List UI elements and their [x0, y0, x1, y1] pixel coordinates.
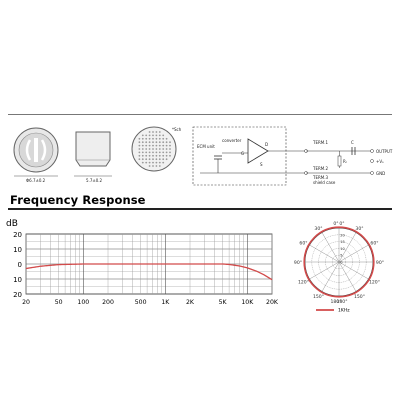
- polar-spoke: [338, 261, 357, 292]
- polar-ring-labels: 0 5 10 15 20: [340, 233, 345, 264]
- polar-angle-label: 180°: [330, 299, 341, 305]
- y-axis-label: dB: [6, 219, 18, 229]
- polar-response-curve: [303, 226, 375, 298]
- front-view-dim: Φ6.7±0.2: [26, 178, 46, 183]
- polar-spoke: [338, 261, 369, 280]
- polar-spoke: [321, 261, 340, 292]
- polar-spoke: [338, 244, 369, 263]
- polar-angle-labels: 0° 0° 30° 30° 60° 60° 90° 90° 120° 120° 150° 150° 18…: [294, 221, 384, 305]
- polar-pattern-chart: 0° 0° 30° 30° 60° 60° 90° 90° 120° 120° 150° 150° 18…: [294, 221, 384, 314]
- polar-grid: [304, 227, 374, 297]
- term3-label: TERM.3: [312, 175, 328, 180]
- x-tick-label: 20K: [266, 299, 279, 306]
- polar-angle-label: 90°: [294, 260, 302, 266]
- y-tick-label: 10: [13, 276, 22, 284]
- x-tick-label: 100: [77, 299, 89, 306]
- ecm-unit-label: ECM unit: [197, 144, 215, 149]
- polar-spoke: [338, 232, 357, 263]
- pin-g: G: [241, 151, 244, 156]
- x-tick-labels: 20 50 100 200 500 1K 2K 5K 10K 20K: [22, 299, 279, 306]
- vs-label: +Vₛ: [376, 159, 384, 164]
- y-tick-label: 20: [13, 291, 22, 299]
- mechanical-drawings: Φ6.7±0.2 5.7±0.2 *Sch ECM unit converter…: [13, 126, 393, 186]
- polar-angle-label: 0°: [333, 221, 338, 227]
- frequency-response-curve: [25, 263, 273, 281]
- x-tick-label: 500: [135, 299, 147, 306]
- x-tick-label: 2K: [186, 299, 195, 306]
- polar-spoke: [309, 244, 340, 263]
- section-title-rule: [8, 208, 392, 210]
- top-divider: [8, 114, 392, 115]
- circuit-diagram: ECM unit converter G S D TERM.1 TERM.2 T…: [192, 126, 393, 186]
- term2-label: TERM.2: [312, 166, 328, 171]
- polar-angle-label: 150°: [354, 294, 365, 300]
- capacitor-label: C: [351, 140, 354, 145]
- polar-ring-label: 20: [340, 233, 345, 237]
- pin-s: S: [260, 162, 263, 167]
- x-tick-label: 5K: [219, 299, 228, 306]
- x-tick-label: 1K: [161, 299, 170, 306]
- polar-spoke: [321, 232, 340, 263]
- polar-angle-label: 120°: [369, 280, 380, 286]
- polar-ring-label: 10: [340, 247, 345, 251]
- shield-label: shield case: [313, 180, 336, 185]
- polar-ring-label: 15: [340, 240, 345, 244]
- y-tick-label: 0: [18, 261, 22, 269]
- converter-label: converter: [222, 138, 242, 143]
- x-tick-label: 50: [55, 299, 63, 306]
- x-tick-label: 200: [102, 299, 114, 306]
- side-view-drawing: 5.7±0.2: [74, 131, 112, 183]
- x-tick-label: 20: [22, 299, 30, 306]
- rl-label: Rₗ: [343, 159, 347, 164]
- polar-angle-label: 120°: [298, 280, 309, 286]
- polar-angle-label: 0°: [339, 221, 344, 227]
- section-title: Frequency Response: [10, 193, 146, 207]
- polar-legend-label: 1KHz: [338, 308, 350, 314]
- polar-angle-label: 150°: [313, 294, 324, 300]
- gnd-label: GND: [376, 171, 385, 176]
- x-tick-label: 10K: [241, 299, 254, 306]
- y-tick-labels: 20 10 0 10 20: [13, 231, 22, 299]
- polar-angle-label: 60°: [299, 241, 307, 247]
- back-view-note: *Sch: [172, 127, 182, 132]
- front-view-drawing: Φ6.7±0.2: [13, 127, 59, 183]
- polar-ring-label: 0: [340, 261, 343, 265]
- polar-spoke: [309, 261, 340, 280]
- polar-angle-label: 30°: [314, 226, 322, 232]
- pin-d: D: [265, 142, 268, 147]
- polar-ring-label: 5: [340, 254, 342, 258]
- side-view-dim: 5.7±0.2: [86, 178, 103, 183]
- y-tick-label: 10: [13, 246, 22, 254]
- back-view-drawing: *Sch: [131, 126, 182, 172]
- polar-angle-label: 180°: [336, 299, 347, 305]
- polar-angle-label: 30°: [355, 226, 363, 232]
- polar-angle-label: 90°: [376, 260, 384, 266]
- polar-angle-label: 60°: [370, 241, 378, 247]
- y-tick-label: 20: [13, 231, 22, 239]
- output-label: OUTPUT: [376, 149, 393, 154]
- term1-label: TERM.1: [312, 140, 328, 145]
